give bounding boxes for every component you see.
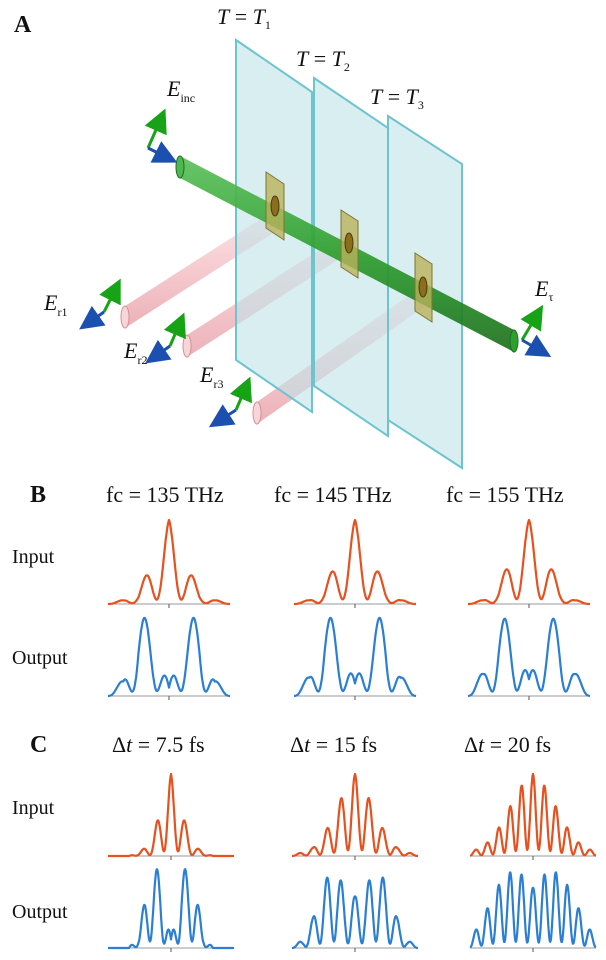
panel-b-row-output: Output [12,647,68,669]
panel-b-title-1: fc = 135 THz [106,482,224,507]
pulse-series-input-2 [293,518,417,606]
apertures [265,171,433,323]
transmitted-axes-icon [520,304,552,358]
aperture-3 [414,252,433,323]
pulse-series-input-3 [467,518,591,606]
pulse-series-input-3 [469,772,597,857]
pulse-series-output-3 [467,617,591,698]
panel-b-letter: B [30,482,46,508]
panel-a: A [14,4,553,470]
reflected-label-3: Er3 [199,362,223,391]
panel-b-title-3: fc = 155 THz [446,482,564,507]
panel-b: B fc = 135 THz fc = 145 THz fc = 155 THz… [12,482,591,700]
aperture-1 [265,171,285,241]
transmitted-label: Eτ [534,276,553,304]
panel-c-title-1: Δt = 7.5 fs [112,732,205,757]
panel-c-row-output: Output [12,901,68,923]
plane-label-2: T = T2 [296,46,350,74]
reflected-label-1: Er1 [43,290,67,319]
panel-b-title-2: fc = 145 THz [274,482,392,507]
panel-c-plots [107,772,597,952]
incident-axes-icon [144,108,178,163]
incident-label: Einc [166,76,195,105]
pulse-series-output-1 [107,616,231,698]
panel-c-title-3: Δt = 20 fs [464,732,551,757]
plane-label-1: T = T1 [217,4,271,32]
aperture-2 [340,209,359,279]
panel-b-row-input: Input [12,546,55,568]
pulse-series-input-1 [107,518,231,606]
plane-label-3: T = T3 [370,84,424,112]
panel-b-plots [107,518,591,700]
panel-c: C Δt = 7.5 fs Δt = 15 fs Δt = 20 fs Inpu… [12,732,597,952]
pulse-series-input-2 [291,772,419,858]
pulse-series-input-1 [107,772,235,858]
panel-a-letter: A [14,12,32,38]
reflected-axes-icon-3 [208,376,252,428]
reflected-label-2: Er2 [123,338,147,367]
panel-c-letter: C [30,732,47,758]
reflected-axes-icon-2 [145,312,186,364]
pulse-series-output-2 [291,876,419,950]
pulse-series-output-1 [107,868,235,950]
reflected-axes-icon-1 [79,278,121,330]
pulse-series-output-3 [469,871,597,949]
panel-c-title-2: Δt = 15 fs [290,732,377,757]
pulse-series-output-2 [293,616,417,698]
panel-c-row-input: Input [12,797,55,819]
